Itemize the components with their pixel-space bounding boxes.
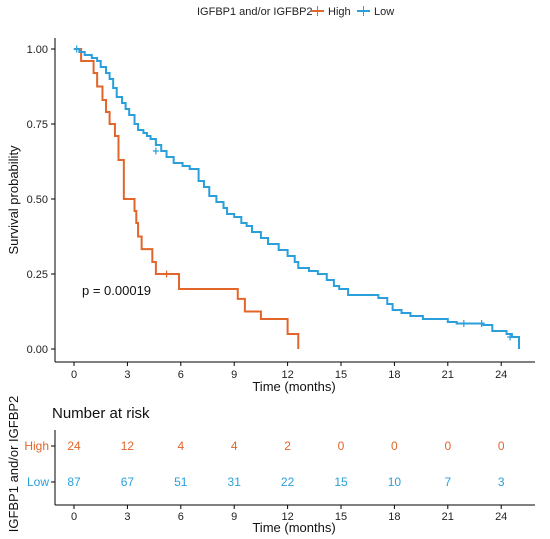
y-tick-label: 1.00 — [27, 44, 48, 56]
legend-title: IGFBP1 and/or IGFBP2 — [197, 6, 313, 18]
p-value-annotation: p = 0.00019 — [82, 283, 151, 298]
risk-table-y-title: IGFBP1 and/or IGFBP2 — [6, 396, 21, 533]
risk-count-low: 87 — [67, 475, 81, 489]
km-plot: Survival probability 0.00 0.25 0.50 0.75 1.0… — [6, 38, 535, 394]
risk-x-ticks: 0 3 6 9 12 15 18 21 24 — [71, 505, 507, 523]
risk-count-high: 0 — [391, 439, 398, 453]
risk-count-low: 31 — [228, 475, 242, 489]
y-tick-label: 0.50 — [27, 194, 48, 206]
y-axis-title: Survival probability — [6, 145, 21, 255]
risk-count-high: 24 — [67, 439, 81, 453]
risk-count-low: 7 — [444, 475, 451, 489]
risk-count-high: 4 — [231, 439, 238, 453]
risk-count-high: 4 — [177, 439, 184, 453]
risk-count-low: 3 — [498, 475, 505, 489]
km-curve-low — [74, 48, 520, 349]
censor-mark-low — [152, 147, 159, 155]
risk-count-low: 10 — [388, 475, 402, 489]
risk-row-labels: High Low — [24, 439, 55, 489]
risk-count-low: 22 — [281, 475, 295, 489]
legend-high-label: High — [328, 6, 351, 18]
risk-x-axis-title: Time (months) — [252, 520, 335, 535]
risk-table-title: Number at risk — [52, 405, 150, 422]
x-tick-label: 15 — [335, 369, 347, 381]
x-tick-label: 24 — [495, 369, 507, 381]
y-tick-label: 0.75 — [27, 119, 48, 131]
risk-count-high: 0 — [338, 439, 345, 453]
x-tick-label: 21 — [442, 369, 454, 381]
risk-x-tick-label: 9 — [231, 511, 237, 523]
x-tick-label: 12 — [281, 369, 293, 381]
y-tick-label: 0.25 — [27, 269, 48, 281]
x-tick-label: 6 — [178, 369, 184, 381]
legend: IGFBP1 and/or IGFBP2 High Low — [197, 6, 394, 18]
risk-x-tick-label: 3 — [124, 511, 130, 523]
risk-count-high: 0 — [444, 439, 451, 453]
legend-low-label: Low — [374, 6, 394, 18]
x-tick-label: 9 — [231, 369, 237, 381]
risk-x-tick-label: 21 — [442, 511, 454, 523]
risk-row-label-high: High — [24, 439, 49, 453]
risk-x-tick-label: 24 — [495, 511, 507, 523]
censor-mark-low — [507, 333, 514, 341]
y-tick-label: 0.00 — [27, 344, 48, 356]
x-tick-label: 18 — [388, 369, 400, 381]
risk-x-tick-label: 18 — [388, 511, 400, 523]
censor-mark-low — [73, 45, 80, 53]
km-curve-high — [74, 48, 300, 349]
risk-x-tick-label: 0 — [71, 511, 77, 523]
risk-table: Number at risk IGFBP1 and/or IGFBP2 High… — [6, 396, 535, 535]
risk-count-high: 2 — [284, 439, 291, 453]
x-tick-label: 3 — [124, 369, 130, 381]
censor-mark-low — [460, 320, 467, 327]
y-ticks: 0.00 0.25 0.50 0.75 1.00 — [27, 44, 55, 356]
risk-count-low: 67 — [121, 475, 135, 489]
risk-row-label-low: Low — [27, 475, 49, 489]
x-tick-label: 0 — [71, 369, 77, 381]
x-axis-title: Time (months) — [252, 379, 335, 394]
censor-mark-low — [478, 320, 485, 327]
risk-count-high: 12 — [121, 439, 135, 453]
risk-count-high: 0 — [498, 439, 505, 453]
censor-mark-high — [163, 270, 170, 278]
risk-count-low: 51 — [174, 475, 188, 489]
risk-count-low: 15 — [334, 475, 348, 489]
risk-x-tick-label: 6 — [178, 511, 184, 523]
x-ticks: 0 3 6 9 12 15 18 21 24 — [71, 362, 507, 381]
risk-x-tick-label: 15 — [335, 511, 347, 523]
curves — [73, 45, 520, 349]
risk-counts: 24 12 4 4 2 0 0 0 0 87 67 51 31 22 15 10 7 3 — [67, 439, 505, 489]
risk-x-tick-label: 12 — [281, 511, 293, 523]
